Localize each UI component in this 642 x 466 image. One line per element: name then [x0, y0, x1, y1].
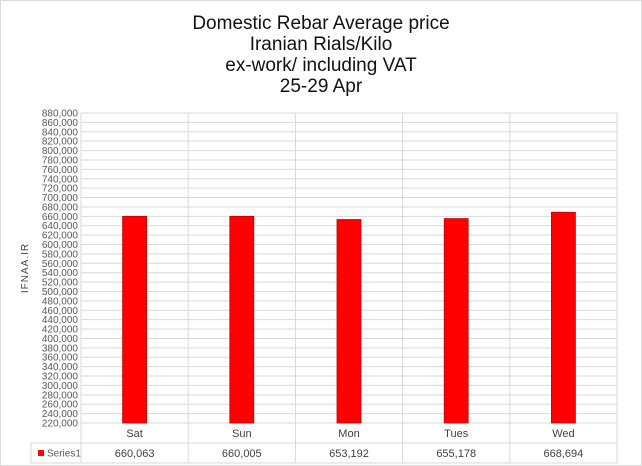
category-label: Wed	[552, 428, 574, 440]
data-table-value: 653,192	[329, 448, 369, 460]
y-tick-label: 380,000	[42, 343, 79, 354]
y-tick-label: 240,000	[42, 409, 79, 420]
y-tick-label: 580,000	[42, 249, 79, 260]
y-tick-label: 880,000	[42, 109, 79, 120]
y-tick-label: 760,000	[42, 165, 79, 176]
legend-key	[38, 450, 44, 456]
category-label: Mon	[338, 428, 359, 440]
y-tick-label: 700,000	[42, 193, 79, 204]
y-tick-label: 280,000	[42, 390, 79, 401]
chart-title-line-3: ex-work/ including VAT	[225, 55, 417, 76]
data-table-value: 660,063	[115, 448, 155, 460]
y-tick-label: 460,000	[42, 306, 79, 317]
y-tick-label: 620,000	[42, 231, 79, 242]
y-tick-label: 440,000	[42, 315, 79, 326]
y-tick-label: 780,000	[42, 155, 79, 166]
y-tick-label: 600,000	[42, 240, 79, 251]
y-tick-label: 660,000	[42, 212, 79, 223]
y-tick-label: 680,000	[42, 202, 79, 213]
legend-series-name: Series1	[47, 449, 81, 460]
y-tick-label: 560,000	[42, 259, 79, 270]
y-tick-label: 320,000	[42, 372, 79, 383]
y-tick-label: 720,000	[42, 184, 79, 195]
y-tick-label: 860,000	[42, 118, 79, 129]
category-label: Sun	[232, 428, 252, 440]
y-axis-label: IFNAA.IR	[20, 243, 31, 293]
y-tick-label: 540,000	[42, 268, 79, 279]
y-tick-label: 800,000	[42, 146, 79, 157]
y-tick-label: 640,000	[42, 221, 79, 232]
y-tick-label: 840,000	[42, 127, 79, 138]
y-tick-label: 740,000	[42, 174, 79, 185]
chart-title-line-4: 25-29 Apr	[279, 76, 363, 97]
bar	[336, 219, 362, 424]
data-table-value: 655,178	[436, 448, 476, 460]
bar	[122, 215, 147, 424]
y-tick-label: 500,000	[42, 287, 79, 298]
y-tick-label: 420,000	[42, 325, 79, 336]
y-tick-label: 400,000	[42, 334, 79, 345]
y-tick-label: 260,000	[42, 400, 79, 411]
y-tick-label: 480,000	[42, 296, 79, 307]
chart-title-line-1: Domestic Rebar Average price	[192, 13, 450, 34]
chart-title-line-2: Iranian Rials/Kilo	[249, 34, 393, 55]
y-tick-label: 360,000	[42, 353, 79, 364]
y-tick-label: 340,000	[42, 362, 79, 373]
category-label: Tues	[444, 428, 469, 440]
y-tick-label: 520,000	[42, 278, 79, 289]
bar	[443, 218, 469, 424]
bar	[551, 211, 576, 424]
y-tick-label: 300,000	[42, 381, 79, 392]
data-table-value: 668,694	[544, 448, 584, 460]
data-table-value: 660,005	[222, 448, 262, 460]
bar	[229, 215, 255, 424]
category-label: Sat	[126, 428, 143, 440]
y-tick-label: 820,000	[42, 137, 79, 148]
y-tick-label: 220,000	[42, 419, 79, 430]
